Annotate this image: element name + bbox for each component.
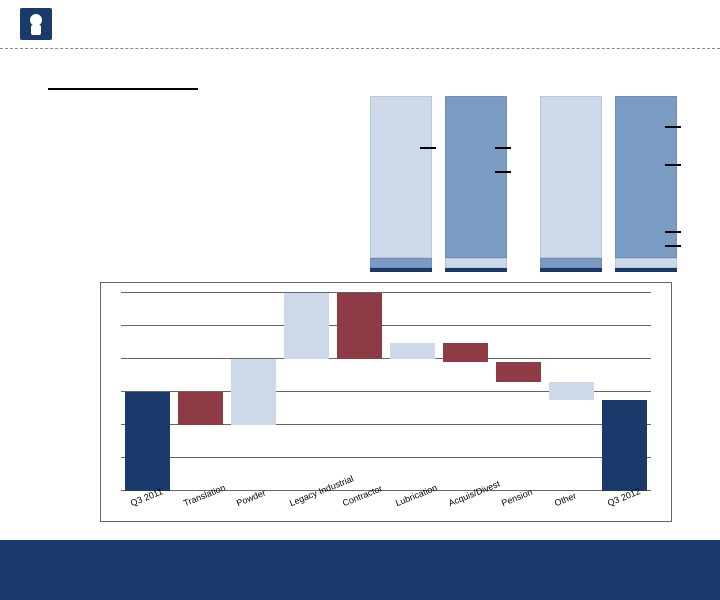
waterfall-bar [443,343,488,363]
bar-segment [615,258,677,269]
brand-logo [20,8,52,40]
stacked-bar [370,96,432,272]
bar-segment [540,268,602,272]
x-axis-label: Other [553,491,578,509]
bar-segment [540,258,602,269]
waterfall-plot: Q3 2011TranslationPowderLegacy Industria… [121,293,651,491]
bar-segment [615,96,677,258]
reference-tick [665,231,681,233]
bar-segment [540,96,602,258]
reference-tick [420,147,436,149]
waterfall-bar [549,382,594,400]
stacked-bar [615,96,677,272]
reference-tick [665,245,681,247]
section-title-underline [48,88,198,90]
gridline [121,358,651,359]
bar-segment [370,96,432,258]
waterfall-bar [125,392,170,491]
waterfall-bar [602,400,647,491]
gridline [121,292,651,293]
stacked-bar [445,96,507,272]
gridline [121,325,651,326]
reference-tick [665,164,681,166]
reference-tick [495,147,511,149]
bar-segment [370,258,432,269]
gridline [121,457,651,458]
x-axis-label: Contractor [341,483,384,508]
waterfall-chart-frame: Q3 2011TranslationPowderLegacy Industria… [100,282,672,522]
bar-segment [445,258,507,269]
waterfall-bar [496,362,541,382]
bar-segment [615,268,677,272]
bar-segment [445,268,507,272]
x-axis-label: Acquis/Divest [447,479,501,509]
bar-segment [370,268,432,272]
waterfall-bar [390,343,435,360]
waterfall-bar [231,359,276,425]
reference-tick [495,171,511,173]
waterfall-bar [284,293,329,359]
reference-tick [665,126,681,128]
stacked-bar [540,96,602,272]
x-axis-label: Lubrication [394,483,439,509]
bar-segment [445,96,507,258]
waterfall-bar [337,293,382,359]
x-axis-label: Translation [182,482,227,508]
waterfall-bar [178,392,223,425]
summary-stacked-bars [370,92,690,272]
header-divider [0,48,720,49]
